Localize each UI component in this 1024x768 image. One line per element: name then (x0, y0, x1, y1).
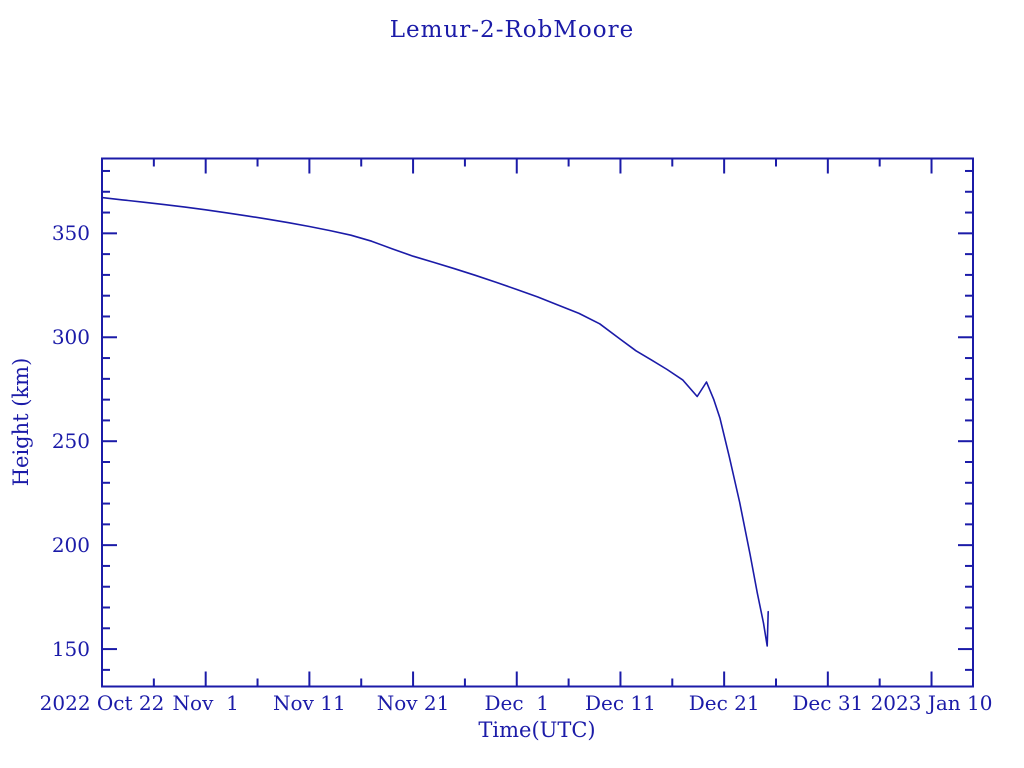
x-axis-title: Time(UTC) (478, 718, 596, 742)
x-tick-label: Dec 1 (484, 691, 550, 715)
x-tick-label: Dec 21 (688, 691, 760, 715)
x-tick-label: Nov 1 (172, 691, 239, 715)
x-tick-label: Nov 11 (273, 691, 346, 715)
y-axis-title: Height (km) (9, 357, 33, 487)
y-tick-label: 150 (51, 637, 90, 662)
x-tick-label: Dec 11 (584, 691, 656, 715)
y-tick-label: 200 (51, 533, 90, 558)
height-data-line (101, 196, 770, 647)
x-tick-label: Dec 31 (792, 691, 864, 715)
x-tick-label: Nov 21 (376, 691, 450, 715)
plot-frame (101, 157, 974, 688)
y-tick-label: 300 (51, 325, 90, 350)
y-tick-label: 250 (51, 429, 90, 454)
x-tick-label: 2023 Jan 10 (870, 691, 993, 715)
y-tick-label: 350 (51, 221, 90, 246)
chart-title: Lemur-2-RobMoore (389, 17, 635, 43)
x-tick-label: 2022 Oct 22 (39, 691, 165, 715)
